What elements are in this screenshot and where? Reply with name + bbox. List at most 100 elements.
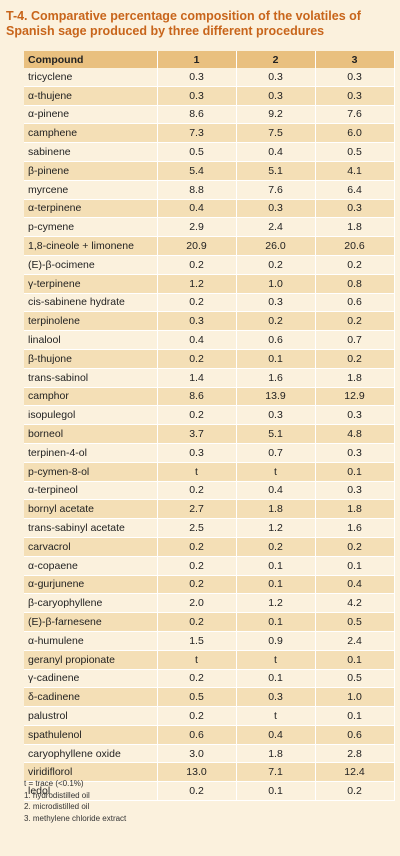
value-cell-1: 0.2 (157, 349, 237, 369)
value-cell-3: 6.0 (315, 123, 395, 144)
value-cell-2: 1.8 (236, 744, 316, 764)
compound-cell: γ-cadinene (24, 669, 158, 689)
compound-cell: δ-cadinene (24, 687, 158, 708)
value-cell-2: 0.1 (236, 669, 316, 689)
table-row: geranyl propionate t t 0.1 (24, 650, 395, 670)
table-row: sabinene 0.5 0.4 0.5 (24, 142, 395, 162)
table-row: borneol 3.7 5.1 4.8 (24, 424, 395, 444)
value-cell-2: 7.6 (236, 180, 316, 200)
table-row: β-thujone 0.2 0.1 0.2 (24, 349, 395, 369)
value-cell-2: 0.3 (236, 405, 316, 426)
table-row: myrcene 8.8 7.6 6.4 (24, 180, 395, 200)
value-cell-3: 0.5 (315, 612, 395, 632)
table-row: α-humulene 1.5 0.9 2.4 (24, 631, 395, 651)
compound-cell: cis-sabinene hydrate (24, 293, 158, 313)
table-row: (E)-β-farnesene 0.2 0.1 0.5 (24, 612, 395, 632)
value-cell-1: 0.3 (157, 443, 237, 463)
value-cell-2: t (236, 462, 316, 482)
value-cell-1: t (157, 650, 237, 670)
value-cell-1: 0.3 (157, 68, 237, 87)
value-cell-3: 0.1 (315, 462, 395, 482)
value-cell-1: 0.3 (157, 86, 237, 106)
compound-cell: bornyl acetate (24, 499, 158, 520)
header-compound: Compound (24, 51, 158, 68)
value-cell-1: 3.7 (157, 424, 237, 444)
compound-cell: linalool (24, 330, 158, 350)
compound-cell: myrcene (24, 180, 158, 200)
table-row: α-terpinene 0.4 0.3 0.3 (24, 199, 395, 219)
value-cell-2: 0.2 (236, 311, 316, 332)
compound-cell: α-terpineol (24, 481, 158, 501)
value-cell-1: 2.0 (157, 593, 237, 614)
value-cell-2: 7.1 (236, 762, 316, 783)
value-cell-2: 0.2 (236, 255, 316, 275)
compound-cell: spathulenol (24, 725, 158, 745)
value-cell-1: 0.2 (157, 481, 237, 501)
compound-cell: (E)-β-farnesene (24, 612, 158, 632)
value-cell-3: 0.2 (315, 311, 395, 332)
value-cell-3: 2.4 (315, 631, 395, 651)
value-cell-3: 1.6 (315, 518, 395, 538)
compound-cell: (E)-β-ocimene (24, 255, 158, 275)
table-row: tricyclene 0.3 0.3 0.3 (24, 68, 395, 87)
value-cell-3: 0.5 (315, 142, 395, 162)
value-cell-1: 0.4 (157, 199, 237, 219)
header-procedure-3: 3 (315, 51, 395, 68)
value-cell-3: 0.8 (315, 274, 395, 294)
value-cell-2: 0.3 (236, 86, 316, 106)
value-cell-2: 0.3 (236, 199, 316, 219)
value-cell-2: 0.3 (236, 68, 316, 87)
value-cell-2: 1.2 (236, 593, 316, 614)
table-row: γ-cadinene 0.2 0.1 0.5 (24, 669, 395, 689)
value-cell-2: 0.1 (236, 781, 316, 802)
value-cell-1: 5.4 (157, 161, 237, 181)
value-cell-2: 0.4 (236, 725, 316, 745)
table-row: β-pinene 5.4 5.1 4.1 (24, 161, 395, 181)
table-row: α-copaene 0.2 0.1 0.1 (24, 556, 395, 576)
table-row: isopulegol 0.2 0.3 0.3 (24, 405, 395, 426)
value-cell-2: 0.1 (236, 349, 316, 369)
value-cell-1: 2.7 (157, 499, 237, 520)
header-procedure-2: 2 (236, 51, 316, 68)
value-cell-1: 0.2 (157, 405, 237, 426)
table-row: α-pinene 8.6 9.2 7.6 (24, 105, 395, 125)
value-cell-3: 0.3 (315, 199, 395, 219)
value-cell-2: t (236, 706, 316, 726)
value-cell-3: 0.4 (315, 575, 395, 595)
value-cell-3: 0.2 (315, 537, 395, 557)
value-cell-1: 2.9 (157, 217, 237, 238)
compound-cell: p-cymen-8-ol (24, 462, 158, 482)
value-cell-1: 2.5 (157, 518, 237, 538)
compound-cell: γ-terpinene (24, 274, 158, 294)
value-cell-2: 26.0 (236, 236, 316, 256)
value-cell-3: 0.3 (315, 68, 395, 87)
compound-cell: trans-sabinol (24, 368, 158, 388)
value-cell-3: 7.6 (315, 105, 395, 125)
value-cell-3: 1.8 (315, 368, 395, 388)
compound-cell: tricyclene (24, 68, 158, 87)
value-cell-3: 0.1 (315, 650, 395, 670)
value-cell-2: 1.2 (236, 518, 316, 538)
value-cell-1: 7.3 (157, 123, 237, 144)
table-row: cis-sabinene hydrate 0.2 0.3 0.6 (24, 293, 395, 313)
table-row: terpinen-4-ol 0.3 0.7 0.3 (24, 443, 395, 463)
compound-cell: α-pinene (24, 105, 158, 125)
table-row: β-caryophyllene 2.0 1.2 4.2 (24, 593, 395, 614)
compound-cell: α-gurjunene (24, 575, 158, 595)
table-row: α-thujene 0.3 0.3 0.3 (24, 86, 395, 106)
value-cell-3: 0.6 (315, 293, 395, 313)
value-cell-1: 0.2 (157, 537, 237, 557)
value-cell-2: 9.2 (236, 105, 316, 125)
table-row: 1,8-cineole + limonene 20.9 26.0 20.6 (24, 236, 395, 256)
value-cell-1: 0.5 (157, 687, 237, 708)
value-cell-1: 0.2 (157, 669, 237, 689)
value-cell-1: 0.2 (157, 575, 237, 595)
value-cell-1: t (157, 462, 237, 482)
value-cell-2: 0.1 (236, 575, 316, 595)
value-cell-1: 3.0 (157, 744, 237, 764)
value-cell-3: 0.2 (315, 255, 395, 275)
value-cell-3: 0.1 (315, 556, 395, 576)
table-row: carvacrol 0.2 0.2 0.2 (24, 537, 395, 557)
value-cell-1: 0.2 (157, 255, 237, 275)
value-cell-2: 5.1 (236, 424, 316, 444)
